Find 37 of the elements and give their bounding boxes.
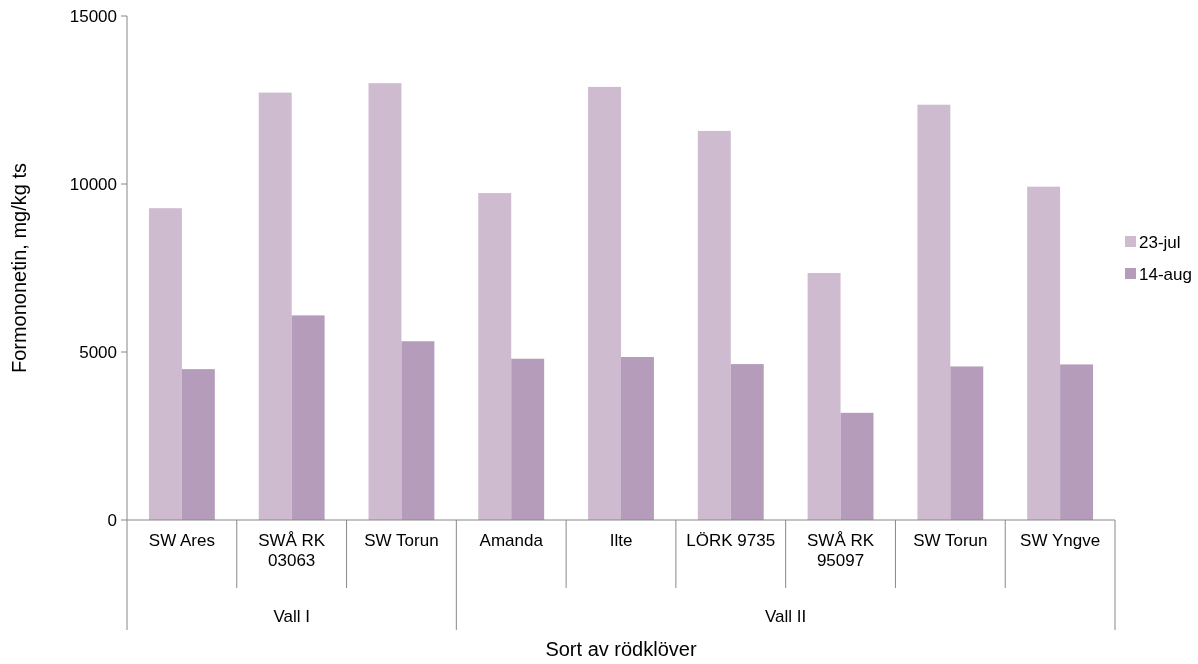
bar — [1027, 186, 1061, 520]
bar — [368, 83, 402, 520]
bar — [291, 315, 325, 520]
y-tick-label: 5000 — [79, 342, 117, 362]
x-tick-label: SW Torun — [913, 531, 988, 550]
bar — [478, 193, 512, 520]
bar — [401, 341, 435, 520]
legend-label: 23-jul — [1139, 232, 1181, 252]
x-tick-label: LÖRK 9735 — [686, 531, 776, 550]
text: Vall I — [273, 607, 310, 626]
text: Vall II — [765, 607, 807, 626]
x-tick-label: Amanda — [479, 531, 544, 550]
x-tick-label: Ilte — [609, 531, 633, 550]
bar — [807, 273, 841, 520]
bar — [148, 208, 182, 520]
y-tick-label: 0 — [107, 510, 117, 530]
bar — [181, 369, 215, 520]
x-tick-label: SWÅ RK 03063 — [258, 531, 326, 570]
y-tick-label: 10000 — [69, 174, 117, 194]
x-tick-label: SWÅ RK 95097 — [807, 531, 875, 570]
bar — [588, 86, 621, 520]
bar — [1060, 364, 1094, 520]
y-tick-label: 15000 — [69, 6, 117, 26]
bar — [917, 104, 951, 520]
bar — [840, 412, 874, 520]
bar — [697, 130, 731, 520]
x-tick-label: SW Ares — [148, 531, 215, 550]
x-tick-label: SW Yngve — [1020, 531, 1101, 550]
bar — [511, 358, 545, 520]
y-axis-title: Formononetin, mg/kg ts — [8, 162, 30, 374]
bar — [621, 357, 654, 520]
x-axis-title: Sort av rödklöver — [545, 638, 697, 660]
legend-label: 14-aug — [1139, 264, 1192, 284]
bar — [730, 364, 764, 520]
bar — [950, 366, 984, 520]
bar — [258, 92, 292, 520]
x-tick-label: SW Torun — [364, 531, 439, 550]
